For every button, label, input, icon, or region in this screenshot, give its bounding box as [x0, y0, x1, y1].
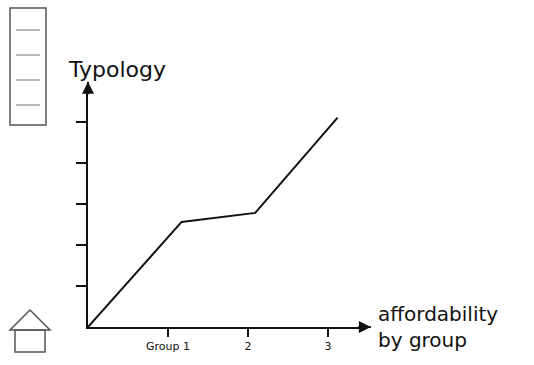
svg-text:affordabilityby group: affordabilityby group	[378, 302, 498, 352]
svg-text:3: 3	[325, 340, 332, 353]
svg-text:2: 2	[245, 340, 252, 353]
svg-text:Typology: Typology	[68, 57, 166, 82]
svg-text:Group 1: Group 1	[146, 340, 190, 353]
